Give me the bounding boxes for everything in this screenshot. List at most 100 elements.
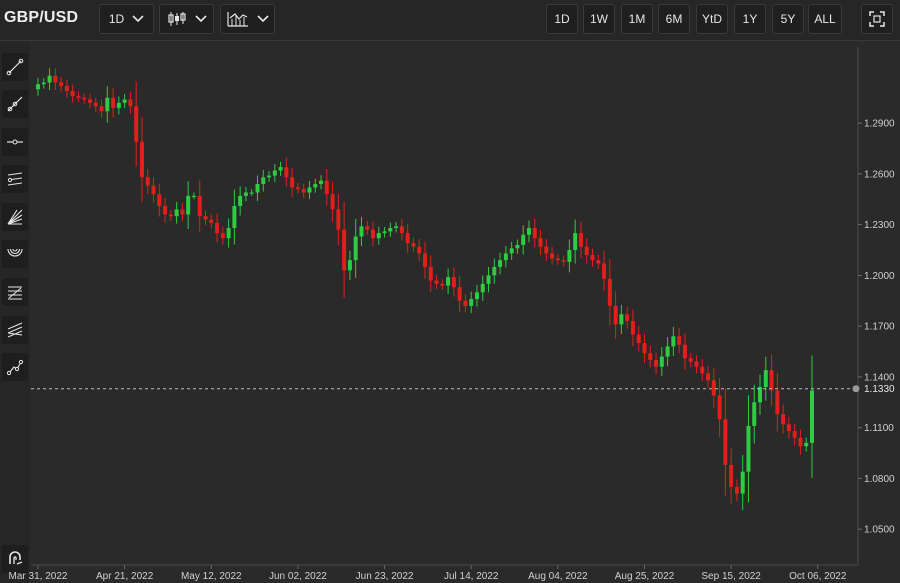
candle-down (64, 85, 69, 91)
candle-down (99, 106, 104, 112)
candle-down (602, 263, 607, 279)
chevron-down-icon (194, 15, 207, 23)
fibonacci-arcs-tool[interactable] (2, 240, 28, 268)
pitchfork-tool[interactable] (2, 316, 28, 344)
candle-down (151, 185, 156, 195)
candle-down (688, 358, 693, 362)
fullscreen-icon (869, 11, 885, 27)
trend-line-tool[interactable] (2, 53, 28, 81)
range-button-6m[interactable]: 6M (658, 4, 690, 34)
candle-down (371, 229, 376, 239)
candle-down (220, 233, 225, 239)
candle-up (763, 370, 768, 388)
range-button-ytd[interactable]: YtD (696, 4, 728, 34)
candle-up (498, 260, 503, 267)
horizontal-line-tool[interactable] (2, 128, 28, 156)
candle-down (180, 209, 185, 215)
path-tool[interactable] (2, 353, 28, 381)
candle-up (567, 250, 572, 262)
range-button-1w[interactable]: 1W (583, 4, 615, 34)
ray-tool[interactable] (2, 90, 28, 118)
fibonacci-retracement-tool[interactable] (2, 278, 28, 306)
candle-up (376, 233, 381, 239)
candle-down (53, 75, 58, 83)
candle-up (359, 226, 364, 237)
candle-down (284, 167, 289, 178)
magnet-icon (9, 551, 23, 565)
x-tick-label: Jul 14, 2022 (444, 571, 499, 582)
chart-toolbar: GBP/USD 1D 1D 1W 1M 6M YtD 1Y 5Y (0, 0, 900, 41)
interval-dropdown[interactable]: 1D (99, 4, 154, 34)
candle-down (411, 243, 416, 247)
candle-down (700, 366, 705, 374)
x-tick-label: Sep 15, 2022 (701, 571, 761, 582)
range-button-1y[interactable]: 1Y (734, 4, 766, 34)
candle-down (555, 258, 560, 261)
candle-down (342, 229, 347, 271)
magnet-tool[interactable] (2, 545, 28, 573)
candle-down (290, 177, 295, 188)
y-tick-label: 1.0500 (864, 525, 895, 536)
y-tick-label: 1.0800 (864, 474, 895, 485)
candle-up (382, 231, 387, 234)
range-button-1d[interactable]: 1D (546, 4, 578, 34)
current-price-label: 1.1330 (864, 384, 895, 395)
candle-down (434, 280, 439, 284)
candle-up (394, 226, 399, 229)
chart-type-dropdown[interactable] (159, 4, 214, 34)
candle-down (405, 233, 410, 244)
candle-up (740, 471, 745, 494)
y-tick-label: 1.1400 (864, 372, 895, 383)
trend-line-icon (6, 58, 24, 76)
candle-up (469, 299, 474, 306)
candle-up (47, 75, 52, 83)
candle-up (238, 195, 243, 207)
candle-up (659, 356, 664, 367)
candle-up (122, 99, 127, 103)
candle-down (706, 373, 711, 381)
candle-down (729, 464, 734, 487)
range-button-all[interactable]: ALL (808, 4, 842, 34)
candle-up (267, 175, 272, 178)
candle-down (596, 260, 601, 264)
candle-down (544, 246, 549, 254)
fullscreen-button[interactable] (861, 4, 893, 34)
candle-up (243, 192, 248, 196)
x-tick-label: Mar 31, 2022 (9, 571, 68, 582)
path-icon (6, 359, 24, 376)
range-button-5y[interactable]: 5Y (772, 4, 804, 34)
candle-up (347, 260, 352, 271)
x-tick-label: Jun 23, 2022 (356, 571, 414, 582)
ray-icon (7, 96, 23, 112)
candle-down (625, 314, 630, 322)
candle-down (330, 194, 335, 210)
range-button-1m[interactable]: 1M (621, 4, 653, 34)
gann-fan-icon (7, 209, 23, 225)
candle-down (215, 222, 220, 234)
candle-down (630, 321, 635, 335)
candle-down (203, 216, 208, 220)
x-tick-label: Apr 21, 2022 (96, 571, 154, 582)
candle-up (353, 236, 358, 261)
candle-down (781, 414, 786, 425)
candle-down (792, 431, 797, 438)
candle-up (191, 195, 196, 198)
candle-up (261, 177, 266, 185)
candle-down (59, 82, 64, 86)
candle-up (36, 84, 40, 90)
interval-label: 1D (108, 12, 125, 26)
candle-down (717, 395, 722, 420)
y-tick-label: 1.1100 (864, 423, 894, 434)
gann-fan-tool[interactable] (2, 203, 28, 231)
candle-down (70, 90, 75, 97)
indicators-dropdown[interactable] (220, 4, 275, 34)
candle-up (388, 228, 393, 232)
x-tick-label: May 12, 2022 (181, 571, 242, 582)
candle-down (295, 187, 300, 190)
parallel-channel-tool[interactable] (2, 165, 28, 193)
chevron-down-icon (256, 15, 269, 23)
candle-up (174, 209, 179, 217)
candle-down (128, 99, 133, 107)
horizontal-line-icon (7, 139, 23, 145)
